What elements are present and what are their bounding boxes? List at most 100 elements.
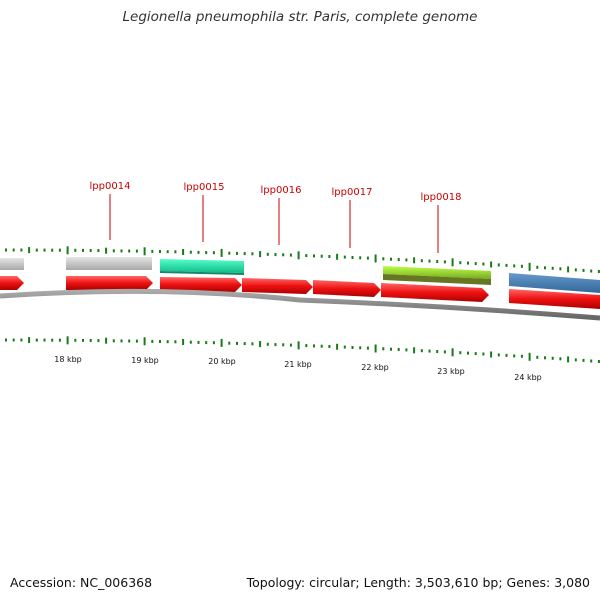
scale-label-18kbp: 18 kbp — [54, 355, 82, 364]
tick-top-28 — [220, 248, 223, 257]
blue-gene-right — [509, 273, 600, 293]
tick-top-46 — [359, 256, 362, 260]
tick-top-0 — [5, 248, 7, 252]
tick-bottom-45 — [351, 346, 354, 349]
tick-bottom-69 — [536, 355, 539, 359]
tick-top-19 — [151, 249, 154, 253]
tick-top-32 — [251, 252, 254, 256]
tick-bottom-56 — [436, 350, 439, 353]
cds-arrow-lpp0018 — [381, 283, 489, 302]
tick-bottom-13 — [105, 337, 108, 344]
tick-top-58 — [451, 258, 454, 267]
tick-top-49 — [382, 257, 385, 261]
tick-top-42 — [328, 255, 331, 258]
tick-bottom-62 — [482, 352, 485, 356]
tick-bottom-63 — [490, 351, 493, 358]
tick-bottom-77 — [597, 360, 600, 363]
tick-bottom-33 — [259, 341, 262, 348]
tick-bottom-8 — [66, 336, 69, 345]
tick-top-11 — [89, 249, 92, 252]
tick-bottom-2 — [20, 338, 23, 342]
tick-bottom-49 — [382, 347, 385, 351]
gene-label-lpp0016: lpp0016 — [261, 185, 302, 196]
tick-top-23 — [182, 249, 185, 255]
tick-bottom-10 — [82, 338, 84, 342]
tick-top-29 — [228, 251, 231, 255]
tick-bottom-68 — [528, 352, 531, 361]
tick-top-30 — [236, 251, 238, 255]
tick-bottom-57 — [443, 350, 446, 354]
tick-bottom-42 — [328, 345, 331, 348]
tick-bottom-60 — [467, 351, 469, 355]
tick-top-54 — [420, 259, 423, 263]
tick-top-4 — [35, 248, 38, 252]
olive-gene-lpp0018 — [383, 274, 491, 285]
tick-bottom-22 — [174, 340, 177, 344]
tick-bottom-54 — [420, 349, 423, 353]
tick-bottom-70 — [544, 356, 546, 360]
tick-top-63 — [490, 261, 493, 268]
tick-top-24 — [189, 250, 192, 254]
tick-top-64 — [497, 263, 500, 267]
tick-bottom-5 — [43, 338, 46, 342]
tick-bottom-29 — [228, 341, 231, 345]
tick-bottom-40 — [313, 344, 315, 348]
tick-bottom-35 — [274, 343, 277, 347]
tick-top-69 — [536, 265, 539, 269]
tick-bottom-17 — [135, 339, 138, 343]
tick-top-53 — [413, 257, 416, 264]
tick-top-47 — [366, 256, 369, 260]
tick-bottom-16 — [128, 339, 131, 343]
tick-bottom-37 — [289, 343, 292, 347]
tick-bottom-73 — [567, 356, 570, 363]
tick-top-43 — [336, 253, 339, 260]
tick-top-18 — [143, 247, 146, 256]
tick-top-27 — [212, 251, 215, 255]
tick-top-59 — [459, 261, 462, 265]
gene-label-lpp0018: lpp0018 — [421, 192, 462, 203]
tick-top-40 — [313, 254, 315, 258]
tick-top-3 — [28, 247, 31, 254]
lime-gene-lpp0018 — [383, 266, 491, 279]
tick-bottom-61 — [474, 352, 477, 356]
tick-bottom-28 — [220, 338, 223, 347]
tick-bottom-43 — [336, 343, 339, 350]
tick-bottom-0 — [5, 338, 7, 342]
tick-top-20 — [159, 250, 161, 253]
scale-label-22kbp: 22 kbp — [361, 363, 389, 372]
tick-bottom-4 — [35, 338, 38, 342]
tick-top-37 — [289, 253, 292, 257]
teal-gene-lpp0015 — [160, 271, 244, 275]
tick-bottom-25 — [197, 340, 200, 344]
genome-summary-text: Topology: circular; Length: 3,503,610 bp… — [246, 575, 590, 590]
tick-top-2 — [20, 248, 23, 252]
tick-bottom-1 — [12, 338, 15, 342]
gene-label-lpp0017: lpp0017 — [332, 187, 373, 198]
tick-bottom-15 — [120, 339, 123, 343]
tick-bottom-21 — [166, 340, 169, 344]
gray-gene-lpp0014 — [66, 257, 152, 270]
tick-bottom-30 — [236, 341, 238, 345]
tick-top-41 — [320, 254, 323, 258]
tick-top-55 — [428, 259, 431, 263]
tick-top-62 — [482, 262, 485, 266]
scale-label-20kbp: 20 kbp — [208, 357, 236, 366]
scale-label-21kbp: 21 kbp — [284, 360, 312, 369]
tick-bottom-18 — [143, 337, 146, 346]
tick-top-57 — [443, 260, 446, 264]
tick-bottom-27 — [212, 341, 215, 345]
tick-bottom-26 — [205, 341, 208, 345]
tick-bottom-9 — [74, 338, 77, 342]
cds-arrow-left — [0, 276, 24, 290]
tick-bottom-38 — [297, 341, 300, 350]
tick-top-38 — [297, 251, 300, 260]
tick-top-17 — [135, 249, 138, 253]
genome-backbone — [0, 288, 600, 321]
tick-bottom-46 — [359, 346, 362, 350]
tick-top-60 — [467, 261, 469, 265]
tick-bottom-51 — [397, 348, 400, 351]
tick-bottom-75 — [582, 358, 585, 362]
tick-bottom-34 — [266, 342, 269, 346]
tick-top-51 — [397, 258, 400, 261]
